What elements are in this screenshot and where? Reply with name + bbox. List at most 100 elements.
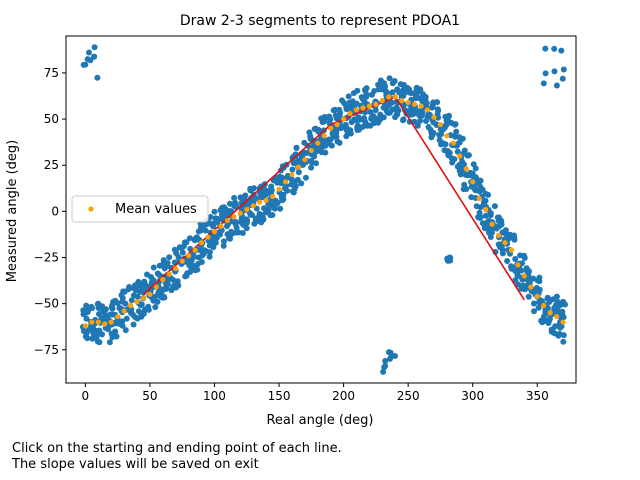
measurement-point <box>354 87 361 94</box>
measurement-point <box>106 339 113 346</box>
mean-value-point <box>108 319 114 325</box>
mean-value-point <box>392 94 398 100</box>
measurement-point <box>224 223 230 230</box>
measurement-point <box>487 210 494 217</box>
instruction-line-2: The slope values will be saved on exit <box>12 457 259 472</box>
measurement-point <box>102 313 109 320</box>
measurement-point <box>137 302 144 309</box>
mean-value-point <box>89 319 95 325</box>
measurement-point <box>173 250 180 257</box>
measurement-point <box>233 219 240 226</box>
measurement-point <box>119 318 126 325</box>
measurement-point <box>471 186 478 193</box>
measurement-point <box>496 218 503 224</box>
measurement-point <box>183 272 190 279</box>
measurement-point <box>307 135 314 142</box>
measurement-point <box>430 119 437 126</box>
measurement-point <box>393 104 400 111</box>
outlier-point <box>385 349 392 356</box>
measurement-point <box>83 302 90 309</box>
measurement-point <box>322 149 329 156</box>
mean-value-point <box>528 284 534 290</box>
measurement-point <box>553 293 560 300</box>
measurement-point <box>512 256 519 262</box>
y-tick-label: −25 <box>34 250 59 264</box>
measurement-point <box>526 279 533 286</box>
outlier-point <box>446 255 453 262</box>
outlier-point <box>382 363 389 369</box>
measurement-point <box>202 248 209 255</box>
measurement-point <box>228 228 235 235</box>
outlier-point <box>392 353 398 359</box>
measurement-point <box>438 131 444 138</box>
mean-value-point <box>373 101 379 107</box>
measurement-point <box>112 297 119 304</box>
mean-value-point <box>547 310 553 316</box>
legend-label: Mean values <box>115 202 197 217</box>
outlier-point <box>540 80 547 87</box>
x-tick-label: 300 <box>461 389 484 403</box>
measurement-point <box>306 129 313 136</box>
measurement-point <box>154 270 161 277</box>
x-tick-label: 100 <box>203 389 226 403</box>
measurement-point <box>308 164 315 171</box>
mean-value-point <box>470 179 476 185</box>
mean-value-point <box>431 114 437 120</box>
mean-value-point <box>489 221 495 227</box>
measurement-point <box>197 227 204 234</box>
measurement-point <box>206 253 213 260</box>
measurement-point <box>533 288 540 295</box>
measurement-point <box>388 99 395 106</box>
measurement-point <box>551 330 558 337</box>
mean-value-point <box>263 197 269 203</box>
measurement-point <box>392 114 399 121</box>
measurement-point <box>88 323 95 330</box>
measurement-point <box>284 187 291 194</box>
mean-value-point <box>257 199 263 205</box>
measurement-point <box>461 170 467 177</box>
x-axis-label: Real angle (deg) <box>266 413 373 428</box>
measurement-point <box>454 148 461 155</box>
measurement-point <box>247 187 254 194</box>
measurement-point <box>552 323 559 330</box>
outlier-point <box>382 358 389 364</box>
measurement-point <box>518 267 525 274</box>
mean-value-point <box>237 210 243 216</box>
measurement-point <box>123 315 130 322</box>
measurement-point <box>334 138 341 145</box>
mean-value-point <box>412 101 418 107</box>
measurement-point <box>210 244 217 251</box>
measurement-point <box>404 88 411 95</box>
mean-value-point <box>457 153 463 159</box>
measurement-point <box>562 301 568 308</box>
measurement-point <box>207 214 214 220</box>
measurement-point <box>186 262 193 269</box>
y-tick-label: −75 <box>34 343 59 357</box>
mean-value-point <box>386 94 392 100</box>
measurement-point <box>438 141 444 148</box>
mean-value-point <box>153 284 159 290</box>
measurement-point <box>560 332 567 339</box>
measurement-point <box>82 333 89 340</box>
x-tick-label: 250 <box>397 389 420 403</box>
measurement-point <box>530 275 537 282</box>
measurement-point <box>80 328 87 335</box>
mean-value-point <box>160 277 166 283</box>
measurement-point <box>132 282 139 289</box>
mean-value-point <box>95 319 101 325</box>
measurement-point <box>505 232 512 238</box>
mean-value-point <box>444 133 450 139</box>
measurement-point <box>502 227 509 234</box>
measurement-point <box>477 177 484 184</box>
mean-value-point <box>334 121 340 128</box>
measurement-point <box>274 199 281 206</box>
measurement-point <box>293 144 300 151</box>
measurement-point <box>217 207 224 214</box>
measurement-point <box>128 297 135 304</box>
x-tick-label: 200 <box>332 389 355 403</box>
mean-value-point <box>508 247 515 253</box>
measurement-point <box>99 331 106 338</box>
mean-value-point <box>173 265 179 272</box>
measurement-point <box>479 220 486 227</box>
measurement-point <box>186 235 193 242</box>
